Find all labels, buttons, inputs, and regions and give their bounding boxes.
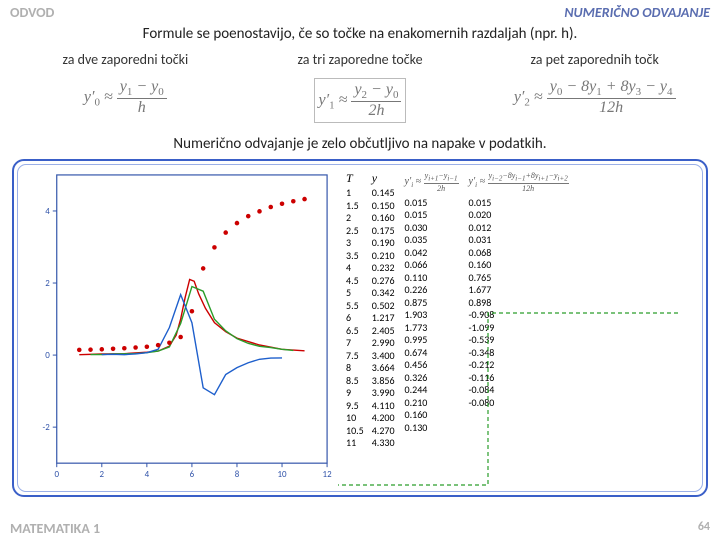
table-cell: 0.145	[372, 187, 395, 200]
table-d2: y′i ≈ yi+1−yi−12h 0.0150.0150.0300.0350.…	[405, 171, 459, 487]
header-left: ODVOD	[10, 4, 54, 21]
table-cell: 9	[346, 387, 364, 400]
table-cell: 0.995	[405, 334, 459, 347]
table-ty: T11.522.533.544.555.566.577.588.599.5101…	[346, 171, 395, 487]
data-tables: T11.522.533.544.555.566.577.588.599.5101…	[338, 165, 702, 491]
table-cell: -0.539	[469, 334, 569, 347]
table-cell: 3.990	[372, 387, 395, 400]
svg-text:2: 2	[100, 469, 105, 480]
svg-text:6: 6	[190, 469, 195, 480]
chart-panel: 024681012-2024 T11.522.533.544.555.566.5…	[12, 159, 708, 497]
svg-text:2: 2	[45, 278, 50, 289]
col-title-a: za dve zaporedni točki	[8, 51, 243, 68]
table-cell: 4.200	[372, 412, 395, 425]
table-cell: 0.160	[372, 212, 395, 225]
table-cell: -0.084	[469, 384, 569, 397]
d4-formula: y′i ≈ yi−2−8yi−1+8yi+1−yi+212h	[469, 171, 569, 193]
svg-text:0: 0	[54, 469, 59, 480]
table-cell: -0.080	[469, 397, 569, 410]
table-cell: 0.031	[469, 234, 569, 247]
col-header-y: y	[372, 171, 395, 186]
page-footer: MATEMATIKA 1 64	[0, 520, 720, 537]
page-header: ODVOD NUMERIČNO ODVAJANJE	[0, 0, 720, 23]
scatter-plot: 0 2 4 6 8 10 12 -2 0 2 4	[18, 165, 338, 491]
table-cell: 5	[346, 287, 364, 300]
table-cell: 0.226	[405, 284, 459, 297]
formula-two-points: y′0 ≈ y1 − y0h	[84, 78, 167, 117]
table-cell: 4	[346, 262, 364, 275]
table-cell: 0.160	[405, 409, 459, 422]
table-cell: 1	[346, 187, 364, 200]
table-cell: 0.035	[405, 234, 459, 247]
table-cell: 1.677	[469, 284, 569, 297]
svg-text:4: 4	[145, 469, 150, 480]
table-cell: 0.130	[405, 422, 459, 435]
table-cell: 0.020	[469, 209, 569, 222]
col-two-points: za dve zaporedni točki y′0 ≈ y1 − y0h	[8, 51, 243, 123]
sensitivity-note: Numerično odvajanje je zelo občutljivo n…	[0, 127, 720, 157]
table-cell: 6	[346, 312, 364, 325]
svg-text:4: 4	[45, 206, 50, 217]
table-cell: 0.066	[405, 259, 459, 272]
header-right: NUMERIČNO ODVAJANJE	[564, 4, 710, 21]
svg-text:8: 8	[235, 469, 240, 480]
table-cell: 0.190	[372, 237, 395, 250]
table-cell: 0.015	[405, 209, 459, 222]
table-cell: 7	[346, 337, 364, 350]
formula-columns: za dve zaporedni točki y′0 ≈ y1 − y0h za…	[0, 49, 720, 127]
table-cell: 1.217	[372, 312, 395, 325]
col-title-b: za tri zaporedne točke	[243, 51, 478, 68]
table-cell: 4.330	[372, 437, 395, 450]
col-header-T: T	[346, 171, 364, 186]
footer-left: MATEMATIKA 1	[10, 520, 100, 537]
table-cell: 1.903	[405, 309, 459, 322]
table-cell: 0.160	[469, 259, 569, 272]
svg-text:12: 12	[323, 469, 333, 480]
page-number: 64	[698, 520, 710, 537]
table-cell: 8	[346, 362, 364, 375]
table-cell: -0.908	[469, 309, 569, 322]
d2-formula: y′i ≈ yi+1−yi−12h	[405, 171, 459, 193]
table-cell: 2.990	[372, 337, 395, 350]
table-cell: 0.232	[372, 262, 395, 275]
table-cell: 10	[346, 412, 364, 425]
table-d4: y′i ≈ yi−2−8yi−1+8yi+1−yi+212h 0.0150.02…	[469, 171, 569, 487]
svg-text:10: 10	[277, 469, 287, 480]
col-title-c: za pet zaporednih točk	[477, 51, 712, 68]
svg-text:0: 0	[45, 350, 50, 361]
table-cell: 0.244	[405, 384, 459, 397]
table-cell: 2	[346, 212, 364, 225]
intro-text: Formule se poenostavijo, če so točke na …	[0, 23, 720, 49]
formula-three-points: y′1 ≈ y2 − y02h	[314, 78, 407, 123]
svg-text:-2: -2	[43, 422, 51, 433]
table-cell: 0.456	[405, 359, 459, 372]
formula-five-points: y′2 ≈ y0 − 8y1 + 8y3 − y412h	[514, 78, 676, 117]
col-five-points: za pet zaporednih točk y′2 ≈ y0 − 8y1 + …	[477, 51, 712, 123]
col-three-points: za tri zaporedne točke y′1 ≈ y2 − y02h	[243, 51, 478, 123]
plot-area: 0 2 4 6 8 10 12 -2 0 2 4	[18, 165, 338, 491]
table-cell: 3	[346, 237, 364, 250]
table-cell: -0.212	[469, 359, 569, 372]
table-cell: 11	[346, 437, 364, 450]
table-cell: 3.664	[372, 362, 395, 375]
table-cell: 0.342	[372, 287, 395, 300]
